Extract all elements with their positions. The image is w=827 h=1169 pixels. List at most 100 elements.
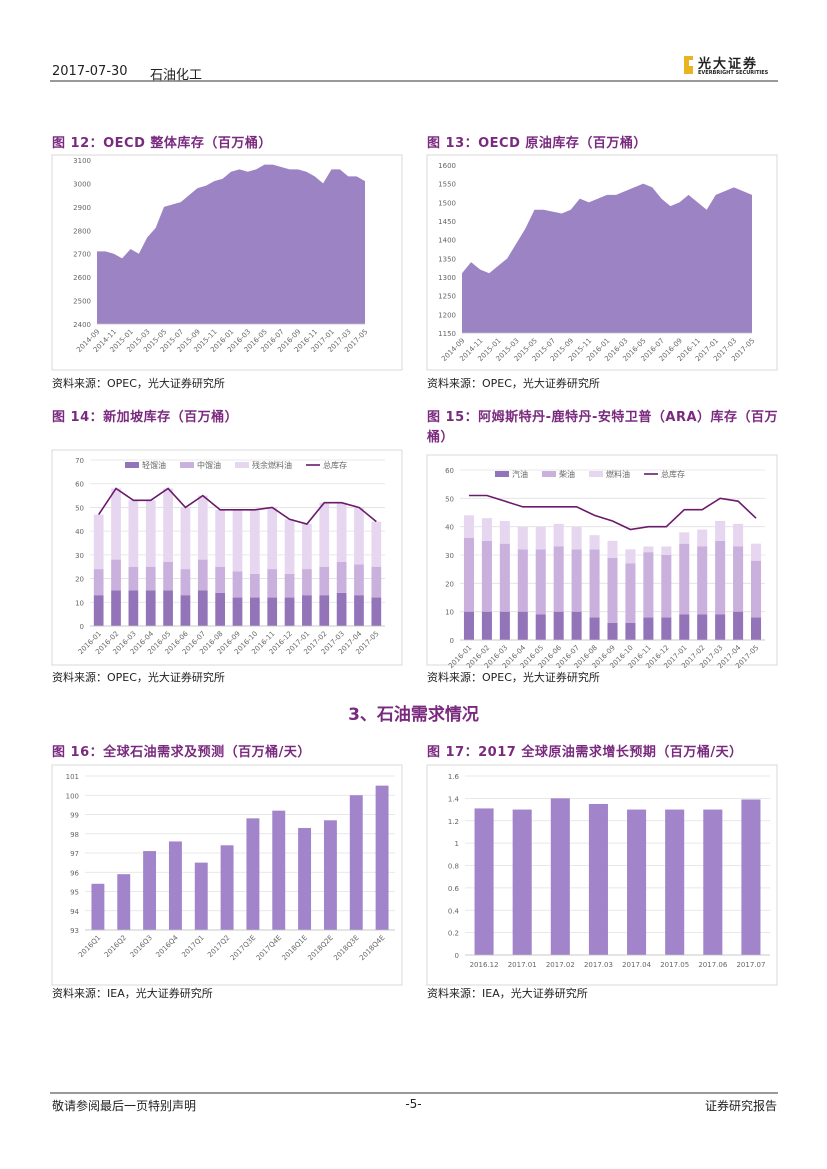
chart-frame xyxy=(51,449,403,666)
bar-segment xyxy=(354,595,364,626)
y-tick-label: 1 xyxy=(455,840,459,848)
bar-segment xyxy=(267,507,278,570)
bar xyxy=(91,883,105,930)
x-tick-label: 2017.05 xyxy=(660,961,689,969)
legend-swatch xyxy=(589,471,603,477)
logo-name: 光大证券 xyxy=(698,57,759,72)
bar-segment xyxy=(589,617,600,640)
bar-segment xyxy=(319,595,330,626)
bar-segment xyxy=(336,592,347,626)
x-tick-label: 2018Q4E xyxy=(358,934,386,962)
bar-segment xyxy=(267,569,278,598)
legend-swatch xyxy=(235,462,249,468)
y-tick-label: 10 xyxy=(445,609,454,617)
bar-segment xyxy=(371,566,382,598)
bar-segment xyxy=(197,590,208,626)
bar-segment xyxy=(517,526,528,550)
chart-frame xyxy=(51,764,403,986)
bar-segment xyxy=(715,540,726,615)
logo-icon-cut xyxy=(689,60,695,66)
y-tick-label: 1350 xyxy=(438,255,456,263)
legend-label: 汽油 xyxy=(512,469,528,479)
bar-segment xyxy=(180,507,191,570)
y-tick-label: 1.2 xyxy=(448,818,459,826)
legend-label: 柴油 xyxy=(559,469,575,479)
bar-segment xyxy=(607,540,618,558)
bar-segment xyxy=(517,549,528,612)
x-tick-label: 2016Q1 xyxy=(77,934,102,959)
bar-segment xyxy=(354,507,364,565)
legend-label: 残余燃料油 xyxy=(252,460,292,470)
y-tick-label: 60 xyxy=(445,467,454,475)
bar xyxy=(349,795,363,930)
bar-segment xyxy=(215,592,226,626)
y-tick-label: 1450 xyxy=(438,218,456,226)
bar-segment xyxy=(751,543,762,561)
y-tick-label: 98 xyxy=(70,831,79,839)
chart-title: 图 16：全球石油需求及预测（百万桶/天） xyxy=(52,745,311,760)
bar xyxy=(323,820,337,930)
footer-right: 证券研究报告 xyxy=(704,1099,777,1113)
bar-segment xyxy=(625,549,636,564)
bar-segment xyxy=(661,555,672,618)
bar xyxy=(665,809,685,955)
y-tick-label: 1600 xyxy=(438,162,456,170)
y-tick-label: 96 xyxy=(70,869,79,877)
y-tick-label: 2800 xyxy=(73,227,91,235)
bar-segment xyxy=(145,500,156,567)
y-tick-label: 20 xyxy=(75,576,84,584)
bar xyxy=(474,808,494,955)
bar-segment xyxy=(302,524,312,570)
chart-frame xyxy=(51,154,403,371)
y-tick-label: 94 xyxy=(70,908,79,916)
chart-source: 资料来源：OPEC，光大证券研究所 xyxy=(427,377,600,390)
chart-title: 图 13：OECD 原油库存（百万桶） xyxy=(427,136,647,151)
x-tick-label: 2017Q4E xyxy=(255,934,283,962)
bar-segment xyxy=(336,502,347,562)
legend-label: 燃料油 xyxy=(606,469,630,479)
bar-segment xyxy=(163,561,173,591)
bar-segment xyxy=(249,509,260,574)
bar-segment xyxy=(553,611,564,640)
bar-segment xyxy=(267,597,278,626)
area xyxy=(462,183,752,333)
bar-segment xyxy=(535,614,546,640)
bar-segment xyxy=(643,552,654,618)
bar xyxy=(298,827,312,930)
bar-segment xyxy=(232,571,243,598)
bar-segment xyxy=(180,595,191,626)
footer-center: -5- xyxy=(405,1097,422,1111)
bar-segment xyxy=(625,563,636,623)
logo-en: EVERBRIGHT SECURITIES xyxy=(698,70,769,76)
footer-left: 敬请参阅最后一页特别声明 xyxy=(52,1099,197,1113)
bar-segment xyxy=(111,559,121,591)
y-tick-label: 60 xyxy=(75,481,84,489)
bar-segment xyxy=(371,521,382,567)
bar-segment xyxy=(589,549,600,618)
y-tick-label: 101 xyxy=(66,773,79,781)
chart-source: 资料来源：OPEC，光大证券研究所 xyxy=(52,377,225,390)
bar-segment xyxy=(697,614,708,640)
x-tick-label: 2017.06 xyxy=(698,961,727,969)
bar xyxy=(512,809,532,955)
chart-source: 资料来源：OPEC，光大证券研究所 xyxy=(52,671,225,684)
x-tick-label: 2016Q4 xyxy=(155,933,181,959)
bar-segment xyxy=(679,543,690,615)
y-tick-label: 1500 xyxy=(438,199,456,207)
bar-segment xyxy=(499,611,510,640)
bar-segment xyxy=(128,590,139,626)
y-tick-label: 95 xyxy=(70,889,79,897)
y-tick-label: 40 xyxy=(75,528,84,536)
bar-segment xyxy=(661,546,672,555)
x-tick-label: 2017.07 xyxy=(736,961,765,969)
bar xyxy=(220,845,234,930)
bar-segment xyxy=(517,611,528,640)
x-tick-label: 2018Q3E xyxy=(332,934,360,962)
y-tick-label: 93 xyxy=(70,927,79,935)
bar-segment xyxy=(607,557,618,623)
bar-segment xyxy=(302,595,312,626)
chart-title: 图 12：OECD 整体库存（百万桶） xyxy=(52,136,272,151)
bar xyxy=(550,798,570,955)
bar-segment xyxy=(733,523,744,547)
bar xyxy=(588,803,608,955)
